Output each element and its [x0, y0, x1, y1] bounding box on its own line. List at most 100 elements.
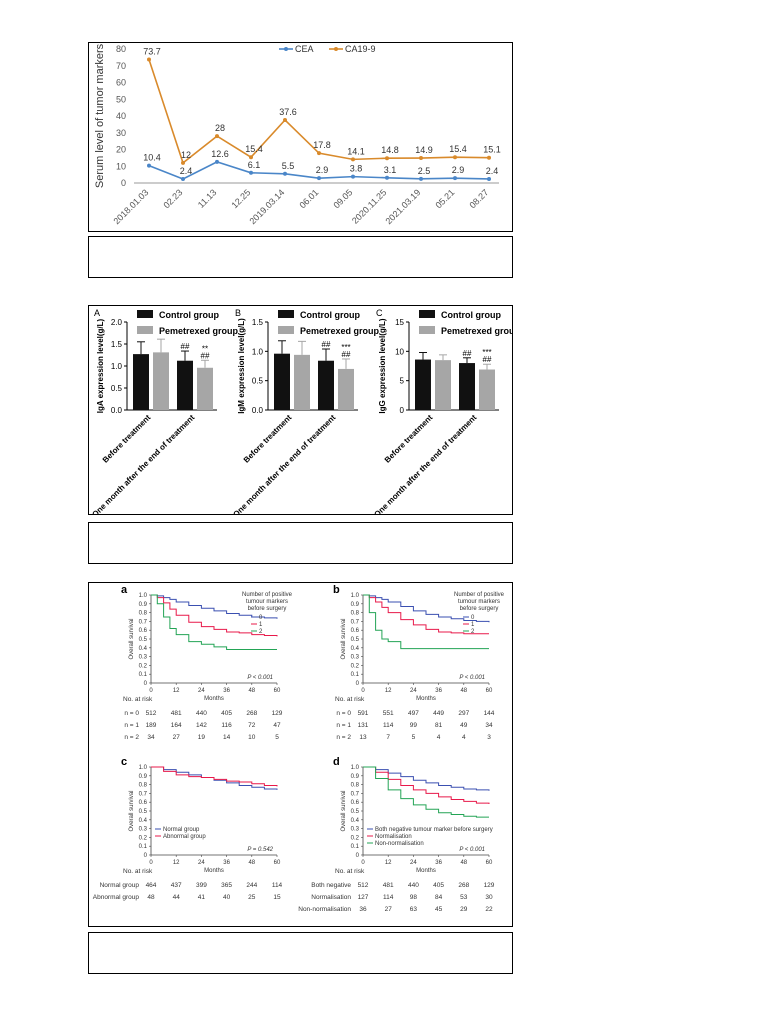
- at-risk-value: 19: [198, 734, 206, 741]
- x-tick-label: 60: [274, 860, 281, 866]
- at-risk-value: 98: [410, 894, 418, 901]
- legend-swatch: [419, 326, 435, 334]
- pemetrexed-bar: [338, 368, 354, 410]
- data-point: [385, 156, 389, 161]
- y-tick-label: 0.8: [351, 611, 360, 617]
- data-label: 12.6: [211, 149, 229, 159]
- data-label: 28: [215, 123, 225, 133]
- at-risk-value: 189: [146, 722, 157, 729]
- y-tick-label: 0.8: [139, 783, 148, 789]
- significance-mark: ***: [341, 343, 350, 352]
- legend-swatch: [419, 310, 435, 318]
- data-label: 15.4: [245, 144, 263, 154]
- y-tick-label: 10: [395, 347, 404, 356]
- p-value: P = 0.542: [247, 847, 273, 853]
- y-tick-label: 0: [144, 853, 148, 859]
- x-tick-label: 48: [248, 688, 255, 694]
- at-risk-value: 512: [146, 710, 157, 717]
- at-risk-value: 114: [383, 722, 394, 729]
- y-tick-label: 50: [116, 94, 126, 104]
- figure-1-caption-box: [88, 236, 513, 278]
- x-tick-label: 12: [385, 688, 392, 694]
- data-point: [317, 176, 321, 181]
- significance-mark: ##: [483, 355, 492, 364]
- at-risk-title: No. at risk: [335, 868, 365, 875]
- x-tick-label: 12: [385, 860, 392, 866]
- data-point: [147, 163, 151, 168]
- x-tick-label: 0: [361, 860, 365, 866]
- pemetrexed-bar: [294, 354, 310, 410]
- legend-label: 0: [471, 615, 475, 621]
- at-risk-value: 48: [147, 894, 155, 901]
- survival-curve: [151, 594, 277, 651]
- survival-curve: [363, 766, 489, 818]
- survival-curve: [151, 766, 278, 790]
- at-risk-row-label: n = 0: [336, 710, 351, 717]
- y-tick-label: 20: [116, 145, 126, 155]
- at-risk-value: 10: [248, 734, 256, 741]
- data-label: 15.4: [449, 144, 467, 154]
- data-point: [453, 155, 457, 160]
- y-axis-label: IgA expression level(g/L): [96, 318, 105, 413]
- x-tick-label: 05.21: [433, 187, 456, 210]
- at-risk-value: 440: [408, 882, 419, 889]
- at-risk-value: 47: [273, 722, 281, 729]
- x-tick-label: 0: [361, 688, 365, 694]
- legend-label: Abnormal group: [163, 834, 206, 840]
- at-risk-value: 129: [272, 710, 283, 717]
- data-point: [215, 159, 219, 164]
- y-tick-label: 0.4: [351, 646, 360, 652]
- y-tick-label: 0.8: [351, 783, 360, 789]
- x-tick-label: 2021.03.19: [383, 187, 422, 226]
- at-risk-value: 129: [484, 882, 495, 889]
- figure-2-caption-box: [88, 522, 513, 564]
- at-risk-value: 4: [437, 734, 441, 741]
- x-tick-label: 0: [149, 688, 153, 694]
- at-risk-value: 131: [358, 722, 369, 729]
- y-tick-label: 0.3: [139, 827, 148, 833]
- y-tick-label: 0.6: [351, 628, 360, 634]
- at-risk-value: 127: [358, 894, 369, 901]
- data-label: 2.9: [316, 165, 329, 175]
- at-risk-value: 5: [412, 734, 416, 741]
- legend-marker: [334, 47, 338, 51]
- at-risk-value: 34: [147, 734, 155, 741]
- p-value: P < 0.001: [459, 675, 485, 681]
- at-risk-value: 7: [386, 734, 390, 741]
- at-risk-value: 405: [221, 710, 232, 717]
- y-tick-label: 0: [144, 681, 148, 687]
- legend-swatch: [278, 326, 294, 334]
- at-risk-value: 30: [485, 894, 493, 901]
- at-risk-row-label: Normal group: [100, 882, 140, 889]
- legend-swatch: [137, 310, 153, 318]
- data-point: [283, 118, 287, 123]
- data-label: 37.6: [279, 107, 297, 117]
- at-risk-value: 22: [485, 906, 493, 913]
- at-risk-value: 34: [485, 722, 493, 729]
- y-tick-label: 0.7: [139, 619, 148, 625]
- legend-title: before surgery: [248, 606, 287, 612]
- at-risk-value: 81: [435, 722, 443, 729]
- x-tick-label: 24: [410, 860, 417, 866]
- at-risk-value: 399: [196, 882, 207, 889]
- x-tick-label: 36: [435, 860, 442, 866]
- data-label: 14.9: [415, 145, 433, 155]
- at-risk-row-label: n = 1: [124, 722, 139, 729]
- at-risk-row-label: Abnormal group: [93, 894, 140, 901]
- y-tick-label: 15: [395, 318, 404, 327]
- at-risk-value: 4: [462, 734, 466, 741]
- at-risk-value: 40: [223, 894, 231, 901]
- control-bar: [274, 353, 290, 410]
- data-label: 14.8: [381, 145, 399, 155]
- data-point: [419, 176, 423, 181]
- tumor-marker-line-chart: 0 10 20 30 40 50 60 70 80 Serum level of tumor ma…: [94, 43, 501, 226]
- figure-3-caption-box: [88, 932, 513, 974]
- data-label: 6.1: [248, 160, 261, 170]
- at-risk-value: 268: [458, 882, 469, 889]
- panel-letter: A: [94, 308, 100, 318]
- legend-label: 2: [471, 629, 475, 635]
- control-bar: [459, 363, 475, 410]
- at-risk-value: 440: [196, 710, 207, 717]
- data-point: [487, 155, 491, 160]
- y-tick-label: 80: [116, 44, 126, 54]
